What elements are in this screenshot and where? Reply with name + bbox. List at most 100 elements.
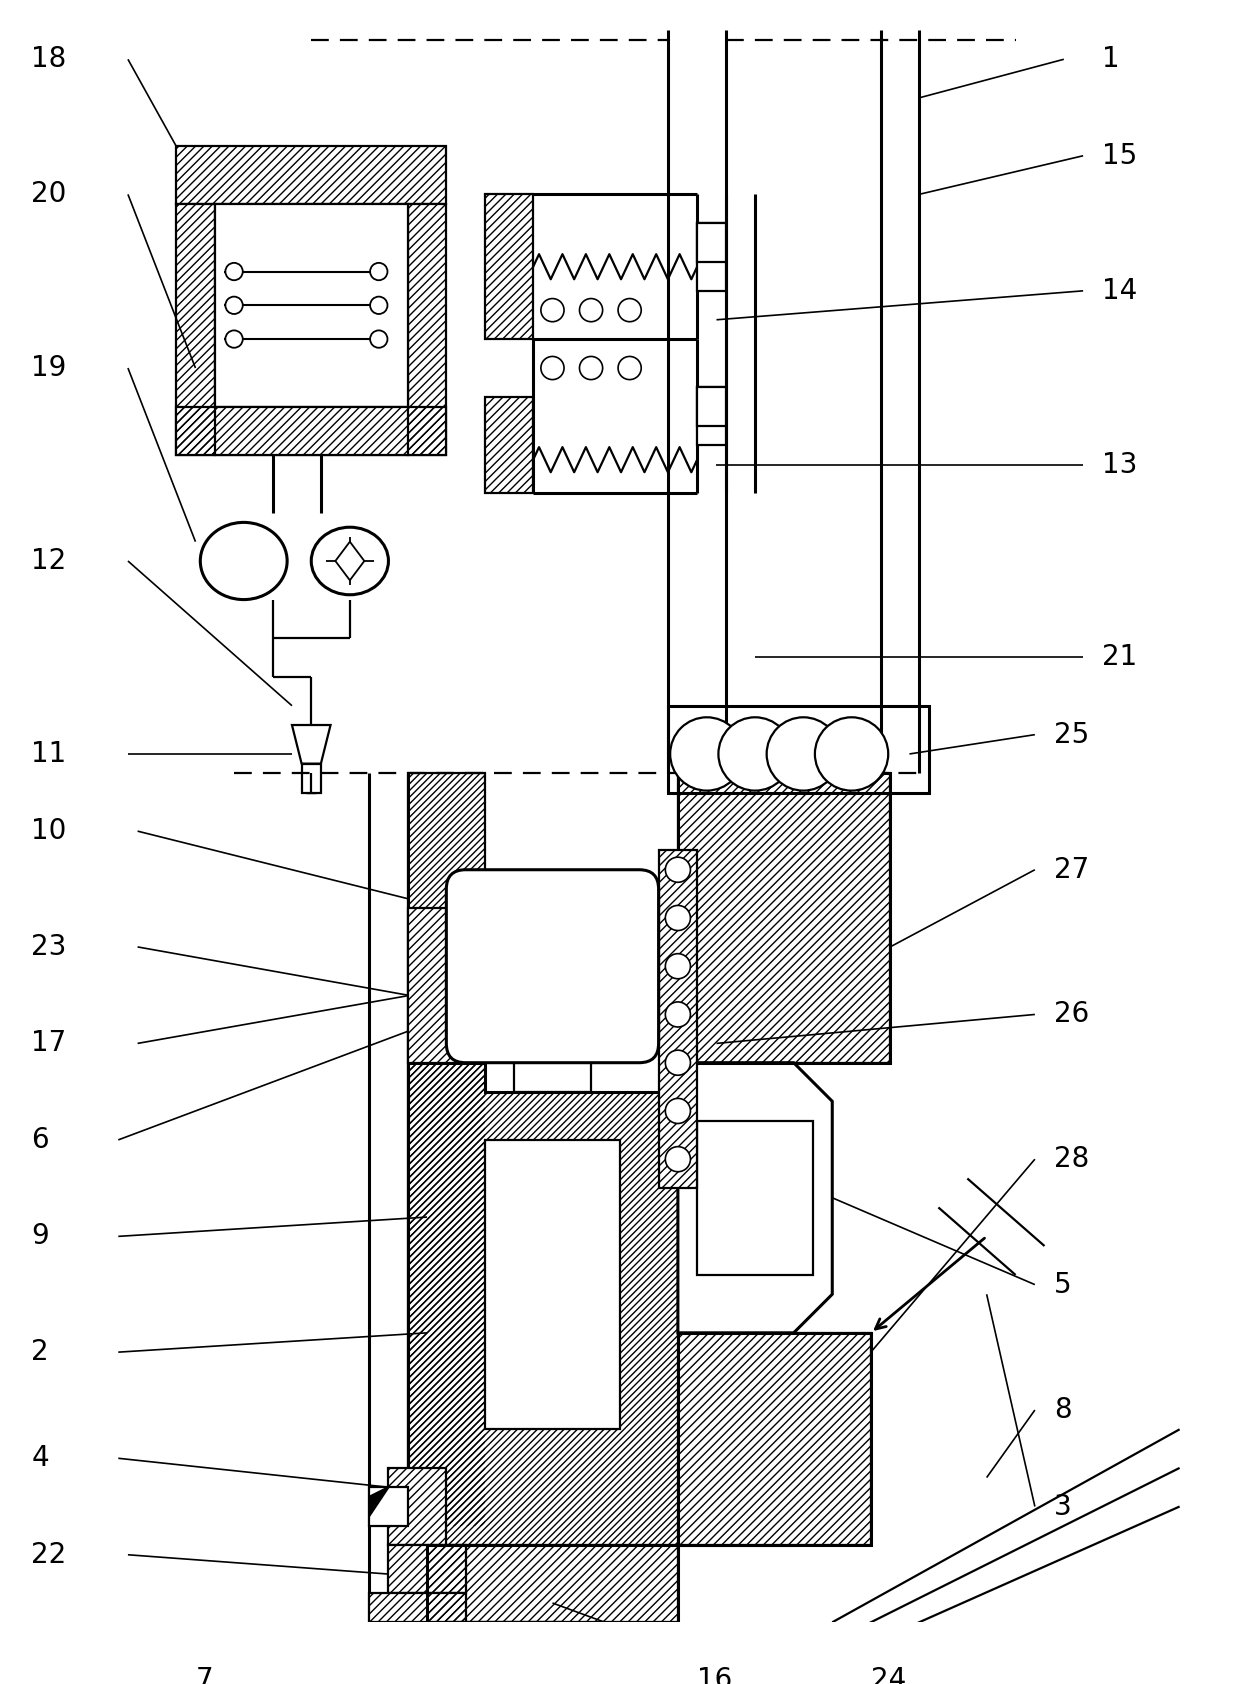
Bar xyxy=(388,1468,446,1546)
Circle shape xyxy=(370,296,387,313)
Text: 21: 21 xyxy=(1102,643,1137,672)
Bar xyxy=(370,1593,466,1622)
Bar xyxy=(370,1487,408,1526)
Bar xyxy=(485,194,533,338)
Circle shape xyxy=(226,263,243,280)
Circle shape xyxy=(766,717,839,790)
Bar xyxy=(388,1468,446,1546)
Circle shape xyxy=(370,263,387,280)
Bar xyxy=(408,204,446,455)
Circle shape xyxy=(718,717,791,790)
Bar xyxy=(697,387,727,426)
Circle shape xyxy=(666,1147,691,1172)
Circle shape xyxy=(815,717,888,790)
Text: 17: 17 xyxy=(31,1029,67,1058)
Bar xyxy=(446,1622,562,1660)
Bar xyxy=(408,773,485,1526)
Text: 27: 27 xyxy=(1054,855,1090,884)
Text: 4: 4 xyxy=(31,1445,50,1472)
Text: 2: 2 xyxy=(31,1339,50,1366)
Circle shape xyxy=(226,330,243,349)
Text: 19: 19 xyxy=(31,354,67,382)
Bar xyxy=(388,1546,466,1593)
Bar xyxy=(697,1120,813,1275)
Bar xyxy=(475,1660,553,1684)
Circle shape xyxy=(541,357,564,379)
Text: 28: 28 xyxy=(1054,1145,1090,1174)
Bar xyxy=(678,1332,870,1546)
Ellipse shape xyxy=(201,522,288,600)
Circle shape xyxy=(666,1002,691,1027)
Bar xyxy=(485,1140,620,1430)
Bar xyxy=(408,908,485,1063)
Text: 20: 20 xyxy=(31,180,67,209)
Text: 26: 26 xyxy=(1054,1000,1090,1029)
Text: 3: 3 xyxy=(1054,1492,1071,1521)
Bar xyxy=(697,224,727,263)
Bar xyxy=(215,406,408,455)
Text: 10: 10 xyxy=(31,817,67,845)
Bar xyxy=(678,773,890,1063)
Text: 1: 1 xyxy=(1102,45,1120,74)
Polygon shape xyxy=(335,542,365,581)
Text: 7: 7 xyxy=(196,1665,213,1684)
Text: 16: 16 xyxy=(697,1665,733,1684)
Bar xyxy=(678,1332,870,1546)
Polygon shape xyxy=(408,1063,794,1546)
Bar xyxy=(678,773,890,1063)
Bar xyxy=(215,204,408,406)
Circle shape xyxy=(541,298,564,322)
Polygon shape xyxy=(678,1063,832,1332)
Bar xyxy=(427,1546,678,1622)
Circle shape xyxy=(666,906,691,931)
Text: 9: 9 xyxy=(31,1223,50,1250)
Bar xyxy=(388,1546,466,1593)
Text: 6: 6 xyxy=(31,1127,50,1154)
Circle shape xyxy=(579,357,603,379)
Text: 22: 22 xyxy=(31,1541,67,1569)
Bar xyxy=(408,908,485,1063)
Bar xyxy=(485,397,533,493)
Bar xyxy=(301,763,321,793)
Text: 15: 15 xyxy=(1102,141,1137,170)
Text: 25: 25 xyxy=(1054,721,1090,749)
Bar xyxy=(446,1622,562,1660)
Text: 13: 13 xyxy=(1102,451,1138,478)
Circle shape xyxy=(226,296,243,313)
Circle shape xyxy=(666,857,691,882)
Bar xyxy=(668,706,929,793)
Circle shape xyxy=(579,298,603,322)
Text: 8: 8 xyxy=(1054,1396,1071,1425)
Text: 5: 5 xyxy=(1054,1271,1071,1298)
Bar xyxy=(427,1546,678,1622)
Circle shape xyxy=(670,717,744,790)
Text: 18: 18 xyxy=(31,45,67,74)
Text: 24: 24 xyxy=(870,1665,906,1684)
Polygon shape xyxy=(291,726,331,763)
Circle shape xyxy=(666,953,691,978)
Circle shape xyxy=(666,1051,691,1076)
Bar xyxy=(176,204,215,455)
Bar xyxy=(697,224,727,291)
Bar xyxy=(176,147,446,204)
Bar xyxy=(176,406,446,455)
Bar xyxy=(408,773,485,1526)
Bar xyxy=(408,204,446,455)
FancyBboxPatch shape xyxy=(446,869,658,1063)
Bar xyxy=(697,387,727,445)
Circle shape xyxy=(666,1098,691,1123)
Bar xyxy=(678,1332,870,1546)
Bar xyxy=(485,397,533,493)
Text: 12: 12 xyxy=(31,547,67,574)
Circle shape xyxy=(370,330,387,349)
Bar xyxy=(176,204,215,455)
Bar xyxy=(485,194,533,338)
Text: 23: 23 xyxy=(31,933,67,962)
Polygon shape xyxy=(370,1487,388,1516)
Bar xyxy=(176,147,446,204)
Circle shape xyxy=(618,357,641,379)
Bar xyxy=(658,850,697,1189)
Bar xyxy=(370,1593,466,1622)
Text: 14: 14 xyxy=(1102,276,1137,305)
Circle shape xyxy=(618,298,641,322)
